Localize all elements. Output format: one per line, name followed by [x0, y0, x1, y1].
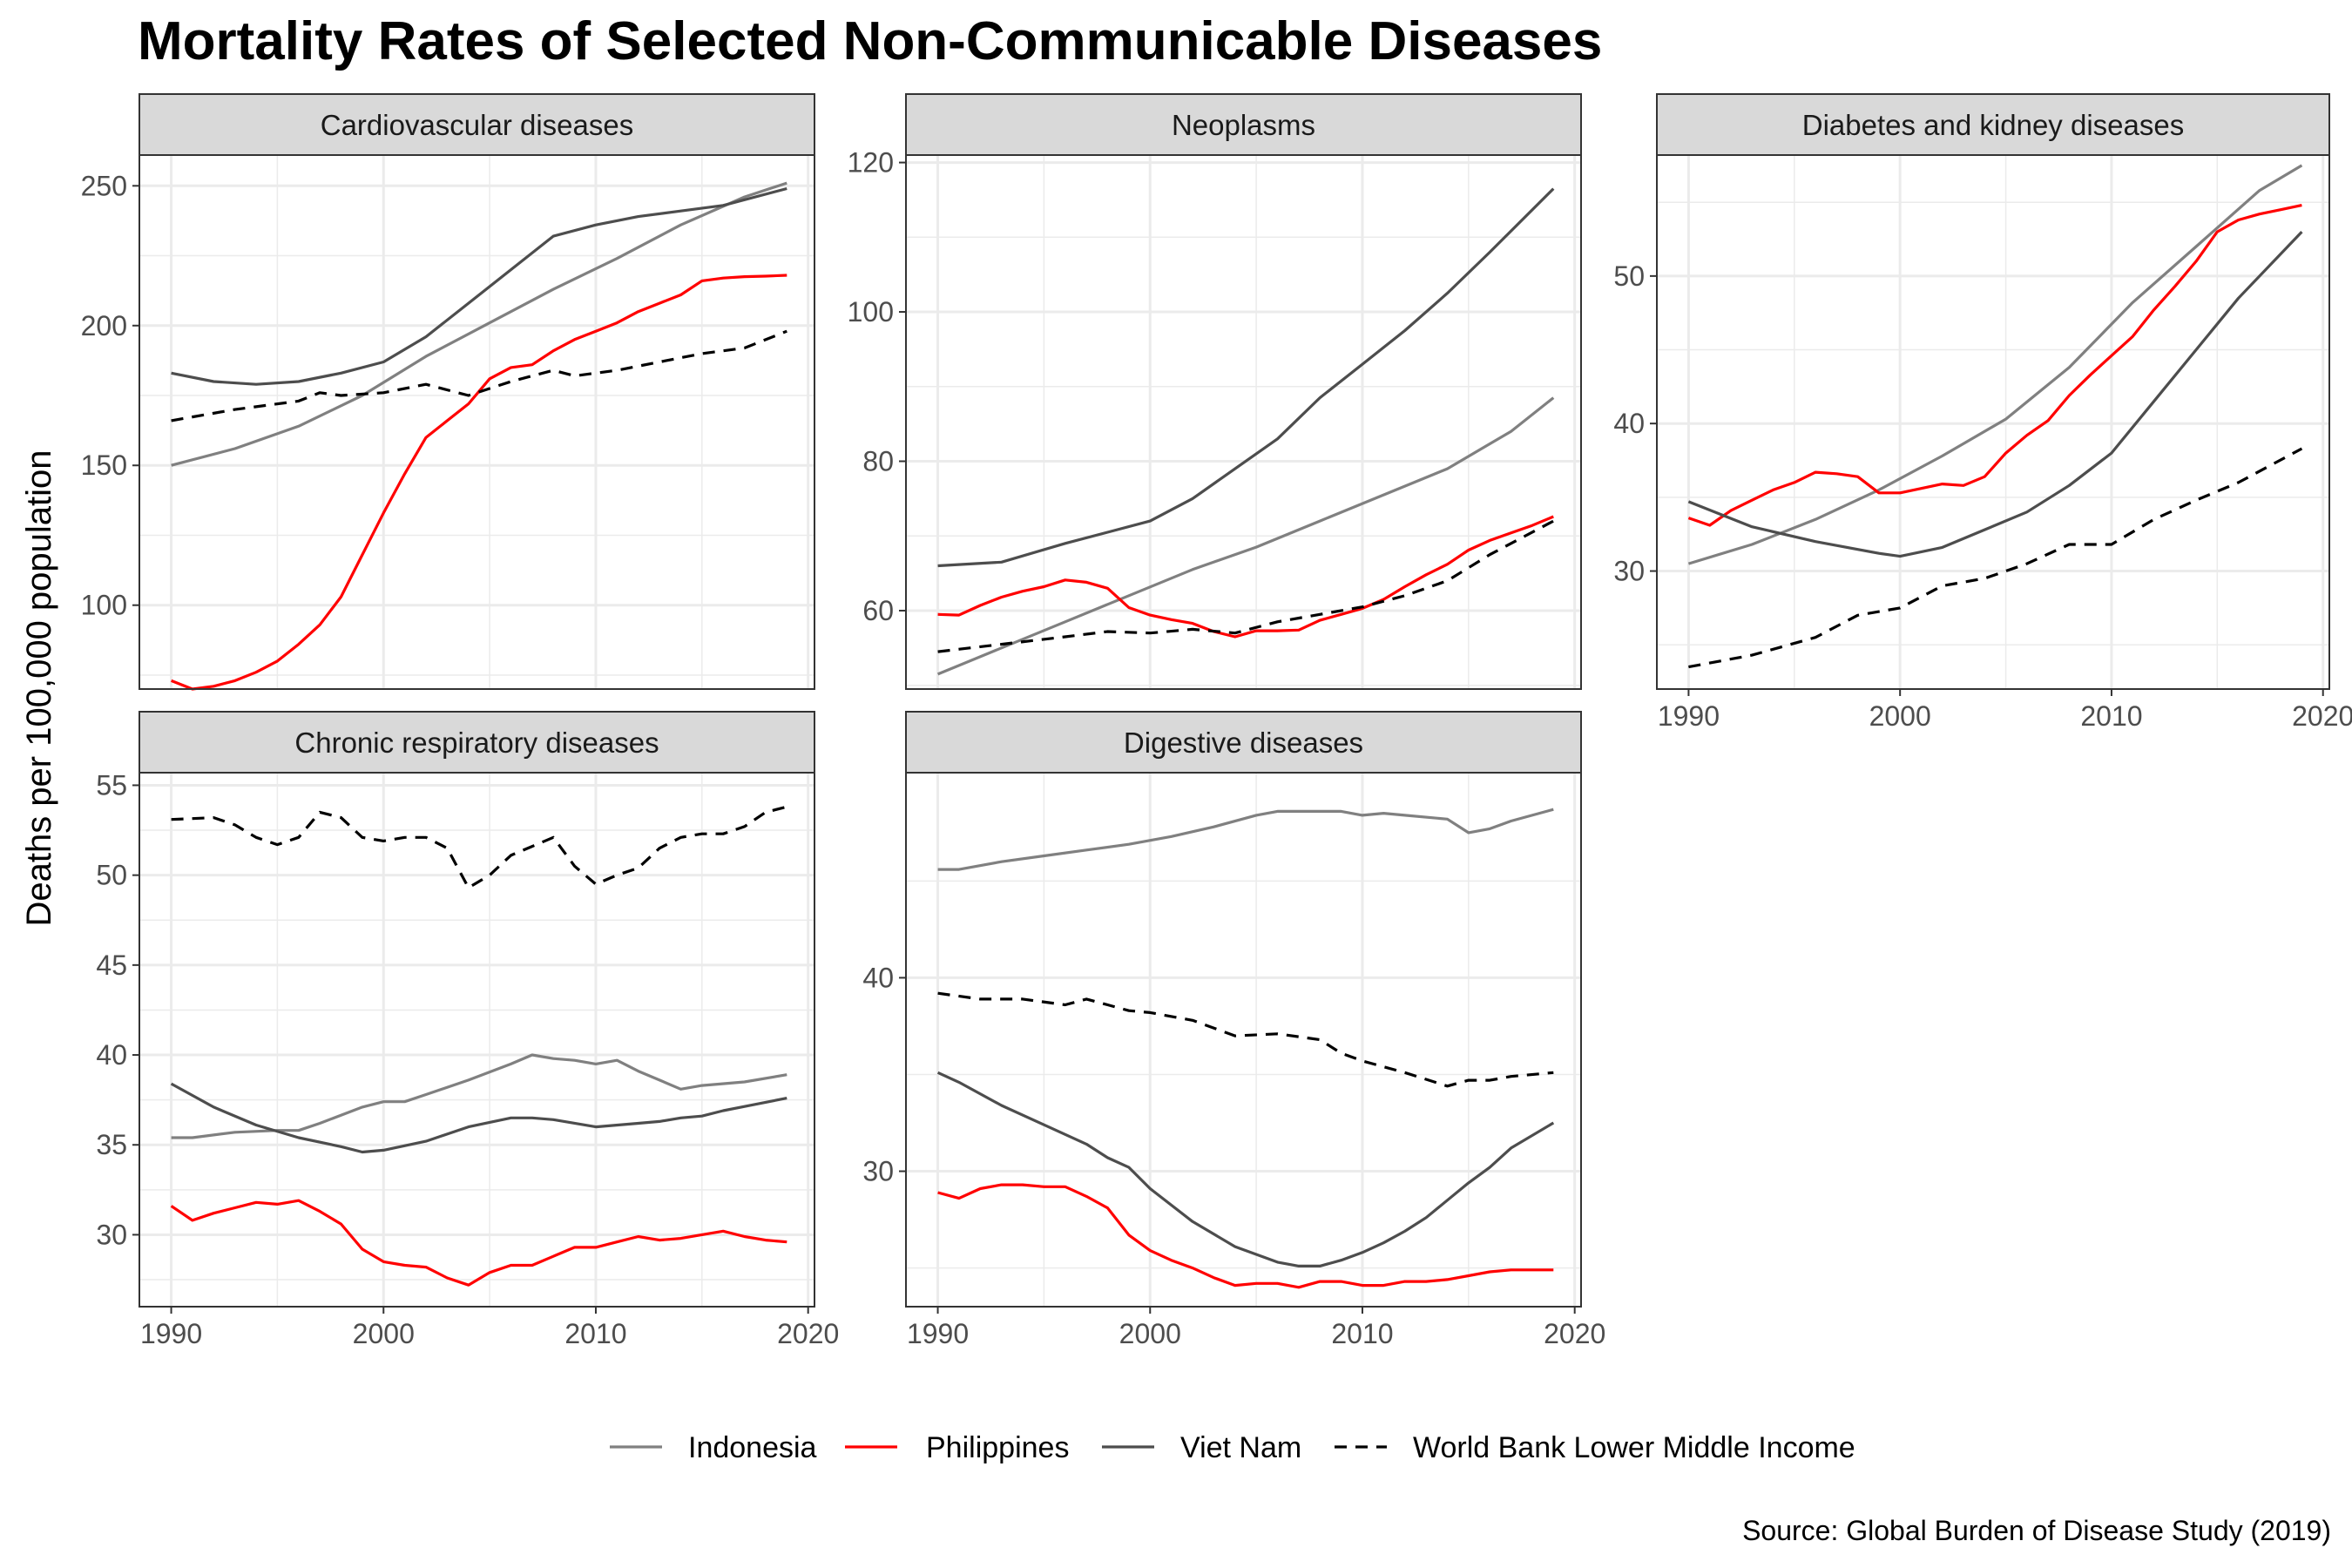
- x-tick-label: 1990: [140, 1318, 202, 1349]
- series-line-viet-nam: [171, 186, 787, 386]
- x-tick-label: 2020: [777, 1318, 839, 1349]
- panel-border: [905, 772, 1582, 1308]
- y-tick-label: 50: [1613, 260, 1645, 292]
- y-tick-label: 45: [96, 950, 127, 981]
- panel-border: [139, 154, 815, 690]
- series-line-philippines: [937, 1183, 1554, 1289]
- series-line-viet-nam: [1687, 230, 2303, 558]
- series-line-indonesia: [1687, 164, 2303, 565]
- panel-background: [139, 773, 814, 1307]
- y-tick-label: 40: [96, 1039, 127, 1071]
- y-tick-label: 30: [1613, 556, 1645, 587]
- series-line-world-bank-lower-middle-income: [937, 991, 1554, 1088]
- y-tick-label: 30: [862, 1156, 894, 1187]
- y-tick-label: 120: [848, 147, 894, 179]
- y-tick-label: 35: [96, 1129, 127, 1160]
- panel-strip: [139, 93, 815, 156]
- panel-title: Diabetes and kidney diseases: [1802, 109, 2184, 141]
- panel-title: Digestive diseases: [1124, 727, 1363, 759]
- series-line-indonesia: [171, 181, 787, 467]
- y-tick-label: 55: [96, 769, 127, 801]
- series-line-viet-nam: [170, 1082, 787, 1154]
- series-line-world-bank-lower-middle-income: [171, 329, 787, 422]
- x-tick-label: 2010: [2080, 700, 2142, 732]
- panel-strip: [139, 711, 815, 774]
- y-tick-label: 50: [96, 860, 127, 891]
- y-tick-label: 100: [81, 590, 127, 621]
- legend-label-viet-nam: Viet Nam: [1180, 1431, 1301, 1464]
- y-tick-label: 40: [1613, 408, 1645, 439]
- y-tick-label: 30: [96, 1219, 127, 1250]
- y-tick-label: 150: [81, 449, 127, 481]
- panel-strip: [905, 711, 1582, 774]
- panel-title: Neoplasms: [1172, 109, 1315, 141]
- x-tick-label: 2010: [564, 1318, 626, 1349]
- x-tick-label: 1990: [1658, 700, 1720, 732]
- x-tick-label: 2000: [1119, 1318, 1181, 1349]
- panel-cardiovascular-diseases: Cardiovascular diseases 100 150 200 250: [81, 93, 815, 691]
- panel-chronic-respiratory-diseases: Chronic respiratory diseases 30 35 40 45 50 55…: [96, 711, 839, 1349]
- x-tick-label: 2010: [1331, 1318, 1393, 1349]
- panel-border: [139, 772, 815, 1308]
- y-axis-label: Deaths per 100,000 population: [20, 449, 58, 926]
- panel-diabetes-and-kidney-diseases: Diabetes and kidney diseases 30 40 50 1990 20…: [1613, 93, 2352, 732]
- legend-label-indonesia: Indonesia: [688, 1431, 817, 1464]
- y-tick-label: 80: [862, 446, 894, 477]
- series-line-viet-nam: [936, 1071, 1555, 1267]
- series-line-world-bank-lower-middle-income: [937, 519, 1555, 653]
- panel-background: [1657, 155, 2329, 689]
- series-line-viet-nam: [937, 187, 1555, 568]
- x-tick-label: 2000: [353, 1318, 415, 1349]
- y-tick-label: 40: [862, 962, 894, 993]
- series-line-world-bank-lower-middle-income: [171, 805, 787, 889]
- panel-border: [905, 154, 1582, 690]
- x-tick-label: 1990: [907, 1318, 969, 1349]
- series-line-philippines: [1687, 204, 2302, 527]
- panel-title: Cardiovascular diseases: [321, 109, 634, 141]
- panel-strip: [905, 93, 1582, 156]
- series-line-indonesia: [937, 808, 1554, 871]
- y-tick-label: 250: [81, 170, 127, 201]
- series-line-philippines: [937, 515, 1554, 639]
- y-tick-label: 200: [81, 310, 127, 341]
- panel-border: [1656, 154, 2330, 690]
- x-tick-label: 2000: [1869, 700, 1931, 732]
- series-line-philippines: [170, 1199, 787, 1287]
- y-tick-label: 100: [848, 296, 894, 328]
- facet-panels: Cardiovascular diseases 100 150 200 250 Neopl…: [81, 93, 2352, 1349]
- panel-title: Chronic respiratory diseases: [294, 727, 659, 759]
- legend: Indonesia Philippines Viet Nam World Bank L…: [610, 1431, 1855, 1464]
- panel-strip: [1656, 93, 2330, 156]
- series-line-indonesia: [171, 1053, 787, 1139]
- panel-background: [906, 773, 1581, 1307]
- panel-background: [906, 155, 1581, 689]
- chart-title: Mortality Rates of Selected Non-Communic…: [138, 11, 1602, 71]
- legend-label-philippines: Philippines: [926, 1431, 1069, 1464]
- series-line-world-bank-lower-middle-income: [1688, 447, 2303, 669]
- y-tick-label: 60: [862, 595, 894, 626]
- panel-background: [139, 155, 814, 689]
- series-line-indonesia: [936, 396, 1555, 676]
- panel-digestive-diseases: Digestive diseases 30 40 1990 2000 2010 2020: [862, 711, 1605, 1349]
- legend-label-world-bank-lower-middle-income: World Bank Lower Middle Income: [1413, 1431, 1855, 1464]
- panel-neoplasms: Neoplasms 60 80 100 120: [848, 93, 1582, 690]
- x-tick-label: 2020: [1544, 1318, 1605, 1349]
- x-tick-label: 2020: [2292, 700, 2352, 732]
- source-caption: Source: Global Burden of Disease Study (…: [1742, 1515, 2331, 1546]
